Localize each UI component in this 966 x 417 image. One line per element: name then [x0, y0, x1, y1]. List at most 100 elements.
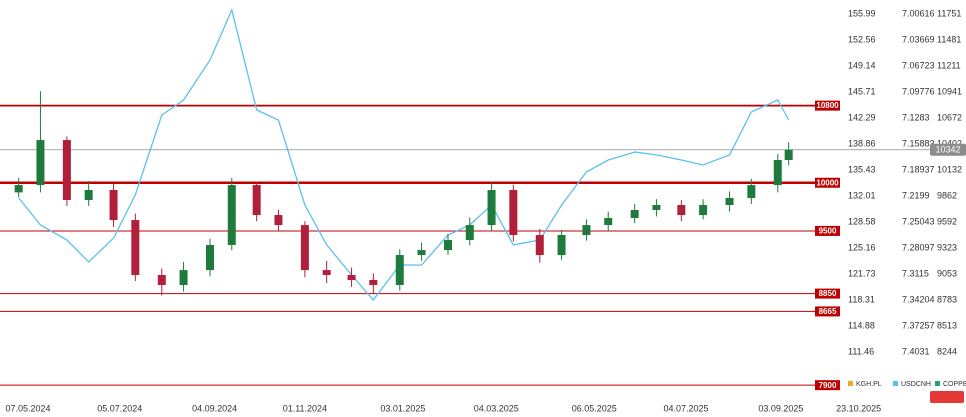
x-tick-label: 05.07.2024 [97, 403, 142, 413]
candle-body [14, 185, 23, 193]
candle-body [347, 274, 356, 280]
axis-tick-label: 132.01 [848, 190, 876, 200]
x-tick-label: 06.05.2025 [572, 403, 617, 413]
x-tick-label: 03.09.2025 [758, 403, 803, 413]
axis-tick-label: 7.4031 [902, 346, 930, 356]
axis-tick-label: 7.06723 [902, 60, 935, 70]
candle-body [725, 197, 734, 206]
axis-tick-label: 10132 [937, 164, 962, 174]
axis-tick-label: 149.14 [848, 60, 876, 70]
level-badge [815, 177, 840, 188]
axis-tick-label: 152.56 [848, 34, 876, 44]
axis-tick-label: 9592 [937, 216, 957, 226]
candle-body [582, 225, 591, 235]
candle-body [109, 189, 118, 221]
legend-label: KGH.PL [856, 381, 882, 388]
candle-body [300, 225, 309, 271]
axis-tick-label: 135.43 [848, 164, 876, 174]
candle-body [252, 185, 261, 216]
legend-swatch [935, 381, 940, 386]
level-badge [815, 225, 840, 236]
axis-tick-label: 7.3115 [902, 268, 929, 278]
candle-body [62, 140, 71, 200]
level-label: 8850 [819, 289, 837, 298]
candle-body [157, 274, 166, 286]
candle-body [630, 210, 639, 219]
axis-tick-label: 7.00616 [902, 8, 935, 18]
candle-body [535, 234, 544, 256]
axis-tick-label: 7.25043 [902, 216, 935, 226]
x-tick-label: 01.11.2024 [283, 403, 327, 413]
level-badge [815, 288, 840, 299]
axis-tick-label: 7.09776 [902, 86, 935, 96]
axis-tick-label: 7.2199 [902, 190, 930, 200]
candle-body [417, 250, 426, 256]
candle-body [227, 185, 236, 246]
x-tick-label: 04.09.2024 [192, 403, 237, 413]
legend-label: COPPER [943, 381, 966, 388]
red-button[interactable] [930, 391, 964, 403]
candle-body [487, 189, 496, 226]
candle-body [773, 160, 782, 186]
x-tick-label: 04.03.2025 [474, 403, 519, 413]
candle-body [36, 140, 45, 186]
axis-tick-label: 9053 [937, 268, 957, 278]
candle-body [131, 220, 140, 275]
candle-body [274, 215, 283, 226]
level-badge [815, 306, 840, 317]
axis-tick-label: 11481 [937, 34, 961, 44]
axis-tick-label: 7.15883 [902, 138, 935, 148]
level-badge [815, 100, 840, 111]
axis-tick-label: 8513 [937, 320, 957, 330]
legend-label: USDCNH [901, 381, 931, 388]
axis-tick-label: 121.73 [848, 268, 876, 278]
axis-tick-label: 9862 [937, 190, 957, 200]
axis-tick-label: 111.46 [848, 346, 874, 356]
level-label: 10000 [816, 178, 839, 187]
candle-body [557, 234, 566, 256]
axis-tick-label: 125.16 [848, 242, 876, 252]
candle-body [465, 225, 474, 240]
axis-tick-label: 11211 [937, 60, 961, 70]
candle-body [206, 245, 214, 271]
level-label: 8665 [819, 307, 837, 316]
axis-tick-label: 7.1283 [902, 112, 930, 122]
candle-body [604, 218, 613, 226]
legend-swatch [893, 381, 898, 386]
candle-body [699, 205, 708, 216]
candle-body [322, 270, 331, 275]
axis-tick-label: 7.03669 [902, 34, 935, 44]
level-badge [815, 380, 840, 391]
candle-body [444, 240, 452, 251]
axis-tick-label: 7.37257 [902, 320, 935, 330]
axis-tick-label: 8244 [937, 346, 957, 356]
candle-body [677, 205, 686, 216]
candle-body [509, 189, 518, 235]
level-label: 10800 [816, 101, 839, 110]
x-tick-label: 23.10.2025 [836, 403, 881, 413]
axis-tick-label: 118.31 [848, 294, 875, 304]
x-tick-label: 07.05.2024 [5, 403, 50, 413]
candle-body [369, 280, 378, 286]
x-tick-label: 03.01.2025 [380, 403, 425, 413]
candle-body [84, 189, 93, 200]
axis-tick-label: 145.71 [848, 86, 876, 96]
axis-tick-label: 114.88 [848, 320, 875, 330]
axis-tick-label: 138.86 [848, 138, 876, 148]
axis-tick-label: 9323 [937, 242, 957, 252]
axis-tick-label: 10402 [937, 138, 962, 148]
axis-tick-label: 11751 [937, 8, 961, 18]
axis-tick-label: 128.58 [848, 216, 876, 226]
legend-swatch [848, 381, 853, 386]
axis-tick-label: 10941 [937, 86, 962, 96]
candle-body [652, 205, 661, 211]
axis-tick-label: 7.34204 [902, 294, 935, 304]
candle-body [395, 255, 404, 286]
line-series [18, 7, 790, 302]
candle-body [784, 149, 793, 160]
axis-tick-label: 142.29 [848, 112, 876, 122]
axis-tick-label: 8783 [937, 294, 957, 304]
last-price-badge [930, 143, 966, 156]
last-price-label: 10342 [935, 145, 960, 155]
